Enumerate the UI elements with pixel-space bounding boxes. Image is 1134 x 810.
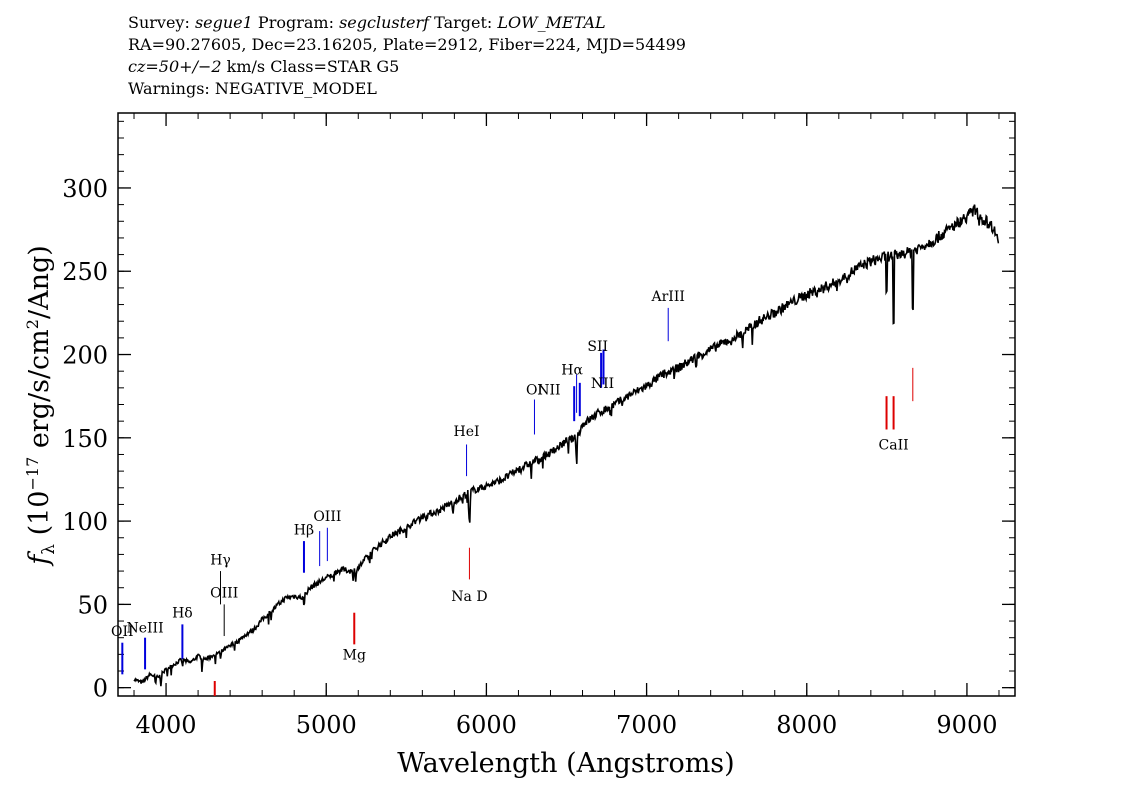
redshift-value: cz=50+/−2 [128, 57, 222, 76]
line-marker-label: NeIII [126, 621, 163, 637]
x-tick-label: 4000 [136, 711, 197, 739]
target-key: Target: [434, 13, 493, 32]
line-marker-label: SII [587, 339, 608, 355]
x-tick-label: 8000 [776, 711, 837, 739]
x-tick-label: 9000 [936, 711, 997, 739]
line-marker-label: Hγ [210, 552, 231, 568]
line-marker-label: NII [537, 383, 560, 399]
y-tick-labels: 0 50 100 150 200 250 300 [62, 175, 108, 703]
line-marker-label: Mg [343, 647, 366, 663]
line-marker-label: HeI [454, 424, 480, 440]
x-axis-title: Wavelength (Angstroms) [397, 748, 734, 779]
line-marker-label: NII [591, 376, 614, 392]
line-marker-label: OIII [313, 509, 341, 525]
x-tick-labels: 4000 5000 6000 7000 8000 9000 [136, 711, 998, 739]
line-marker-label: OI [526, 383, 543, 399]
line-marker-label: CaII [879, 437, 909, 453]
line-marker-label: Hβ [294, 522, 314, 538]
survey-key: Survey: [128, 13, 190, 32]
x-tick-label: 7000 [616, 711, 677, 739]
y-tick-label: 250 [62, 258, 108, 286]
header-line-2: RA=90.27605, Dec=23.16205, Plate=2912, F… [128, 35, 686, 54]
line-marker-label: ArIII [651, 289, 685, 305]
x-tick-label: 5000 [296, 711, 357, 739]
y-tick-label: 100 [62, 508, 108, 536]
axis-ticks [118, 113, 1015, 696]
line-marker-label: Na D [451, 589, 487, 605]
header-line-3: cz=50+/−2 km/s Class=STAR G5 [128, 56, 686, 78]
survey-value: segue1 [194, 13, 253, 32]
y-tick-label: 300 [62, 175, 108, 203]
line-marker-label: OII [111, 624, 134, 640]
line-marker-label: Hα [561, 363, 583, 379]
y-axis-title: fλ (10−17 erg/s/cm2/Ang) [23, 245, 59, 567]
spectrum-header: Survey: segue1 Program: segclusterf Targ… [128, 12, 686, 100]
line-marker-label: Hδ [172, 606, 193, 622]
target-value: LOW_METAL [497, 13, 606, 32]
flux-series-line [133, 204, 1000, 687]
y-tick-label: 150 [62, 425, 108, 453]
header-line-1: Survey: segue1 Program: segclusterf Targ… [128, 12, 686, 34]
plot-frame [117, 112, 1016, 697]
line-marker-label: OIII [210, 586, 238, 602]
header-line-4: Warnings: NEGATIVE_MODEL [128, 79, 377, 98]
y-tick-label: 200 [62, 342, 108, 370]
program-value: segclusterf [339, 13, 430, 32]
program-key: Program: [257, 13, 334, 32]
class-value: km/s Class=STAR G5 [221, 57, 400, 76]
y-tick-label: 0 [93, 675, 108, 703]
x-tick-label: 6000 [456, 711, 517, 739]
y-tick-label: 50 [77, 591, 108, 619]
